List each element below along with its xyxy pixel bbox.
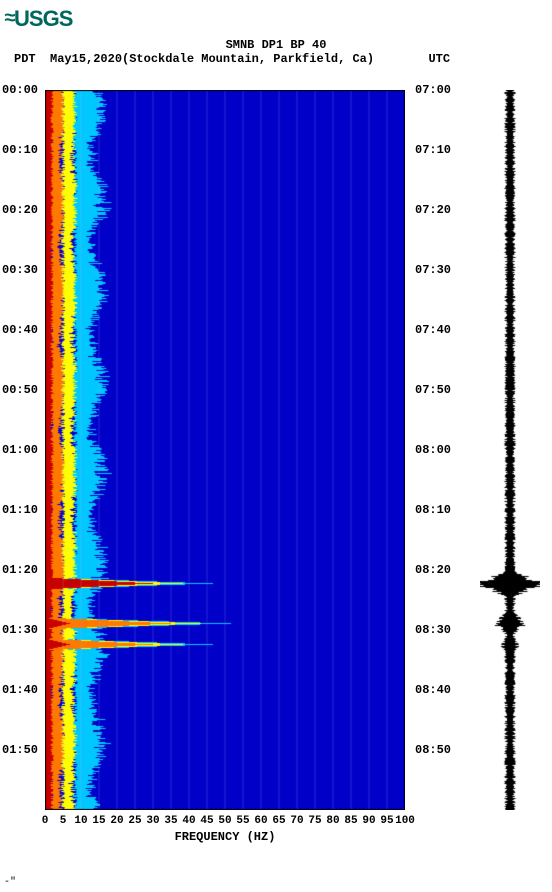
ytick-left: 01:20 — [2, 563, 38, 577]
xtick: 50 — [218, 815, 231, 827]
station-label: (Stockdale Mountain, Parkfield, Ca) — [122, 52, 374, 66]
ytick-left: 01:10 — [2, 503, 38, 517]
ytick-right: 07:30 — [415, 263, 451, 277]
ytick-right: 07:50 — [415, 383, 451, 397]
ytick-right: 08:40 — [415, 683, 451, 697]
tz-right-label: UTC — [428, 52, 450, 66]
ytick-left: 00:10 — [2, 143, 38, 157]
xtick: 55 — [236, 815, 249, 827]
xtick: 15 — [92, 815, 105, 827]
tz-left-label: PDT — [14, 52, 36, 66]
xtick: 0 — [42, 815, 49, 827]
ytick-left: 00:20 — [2, 203, 38, 217]
xtick: 60 — [254, 815, 267, 827]
spectrogram-chart — [45, 90, 405, 810]
ytick-right: 08:30 — [415, 623, 451, 637]
xtick: 5 — [60, 815, 67, 827]
xtick: 90 — [362, 815, 375, 827]
ytick-right: 07:20 — [415, 203, 451, 217]
ytick-left: 00:00 — [2, 83, 38, 97]
logo-wave-icon: ≈ — [4, 8, 12, 31]
x-axis-label: FREQUENCY (HZ) — [45, 830, 405, 844]
waveform-trace — [480, 90, 540, 810]
waveform-canvas — [480, 90, 540, 810]
ytick-right: 08:50 — [415, 743, 451, 757]
ytick-left: 01:30 — [2, 623, 38, 637]
xtick: 30 — [146, 815, 159, 827]
spectrogram-canvas — [45, 90, 405, 810]
xtick: 65 — [272, 815, 285, 827]
xtick: 75 — [308, 815, 321, 827]
ytick-right: 08:10 — [415, 503, 451, 517]
xtick: 10 — [74, 815, 87, 827]
ytick-right: 07:40 — [415, 323, 451, 337]
usgs-logo: ≈ USGS — [4, 4, 96, 34]
xtick: 25 — [128, 815, 141, 827]
xtick: 40 — [182, 815, 195, 827]
ytick-right: 08:20 — [415, 563, 451, 577]
xtick: 45 — [200, 815, 213, 827]
title-line-2: PDT May15,2020(Stockdale Mountain, Parkf… — [0, 52, 552, 66]
ytick-right: 08:00 — [415, 443, 451, 457]
ytick-left: 01:40 — [2, 683, 38, 697]
xtick: 70 — [290, 815, 303, 827]
xtick: 85 — [344, 815, 357, 827]
ytick-left: 00:30 — [2, 263, 38, 277]
ytick-right: 07:10 — [415, 143, 451, 157]
chart-title: SMNB DP1 BP 40 PDT May15,2020(Stockdale … — [0, 38, 552, 66]
title-line-1: SMNB DP1 BP 40 — [0, 38, 552, 52]
ytick-right: 07:00 — [415, 83, 451, 97]
date-label: May15,2020 — [50, 52, 122, 66]
ytick-left: 01:50 — [2, 743, 38, 757]
xtick: 20 — [110, 815, 123, 827]
ytick-left: 01:00 — [2, 443, 38, 457]
logo-text: USGS — [14, 6, 72, 32]
ytick-left: 00:50 — [2, 383, 38, 397]
xtick: 95 — [380, 815, 393, 827]
xtick: 35 — [164, 815, 177, 827]
footer-mark: -" — [4, 877, 16, 888]
ytick-left: 00:40 — [2, 323, 38, 337]
xtick: 100 — [395, 815, 415, 827]
xtick: 80 — [326, 815, 339, 827]
